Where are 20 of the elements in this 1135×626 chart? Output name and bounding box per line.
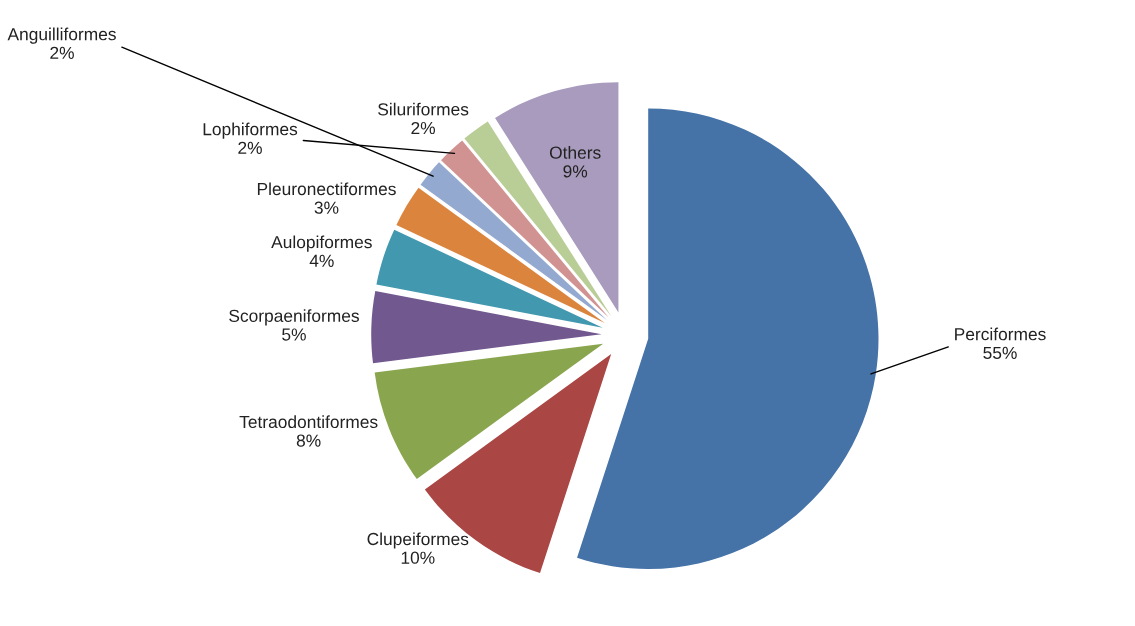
- data-label: 2%: [411, 121, 436, 135]
- data-label: 4%: [309, 254, 334, 267]
- slice-label: Tetraodontiformes: [239, 415, 378, 429]
- slice-label: Aulopiformes: [271, 235, 372, 252]
- slice-label: Others: [549, 146, 601, 159]
- data-label: 9%: [563, 165, 588, 178]
- slice-label: Anguilliformes: [7, 27, 116, 44]
- data-label: 3%: [314, 201, 339, 214]
- slice-label: Scorpaeniformes: [229, 309, 359, 326]
- slice-label: Perciformes: [955, 327, 1046, 341]
- data-label: 2%: [50, 46, 74, 59]
- slice-label: Clupeiformes: [367, 532, 469, 549]
- data-label: 10%: [401, 551, 435, 564]
- data-label: 2%: [238, 141, 262, 154]
- slice-label: Pleuronectiformes: [257, 182, 396, 196]
- data-label: 55%: [983, 346, 1017, 360]
- slice-label: Lophiformes: [203, 122, 298, 139]
- data-label: 5%: [282, 328, 306, 341]
- data-label: 8%: [296, 434, 321, 447]
- slice-label: Siluriformes: [378, 102, 469, 116]
